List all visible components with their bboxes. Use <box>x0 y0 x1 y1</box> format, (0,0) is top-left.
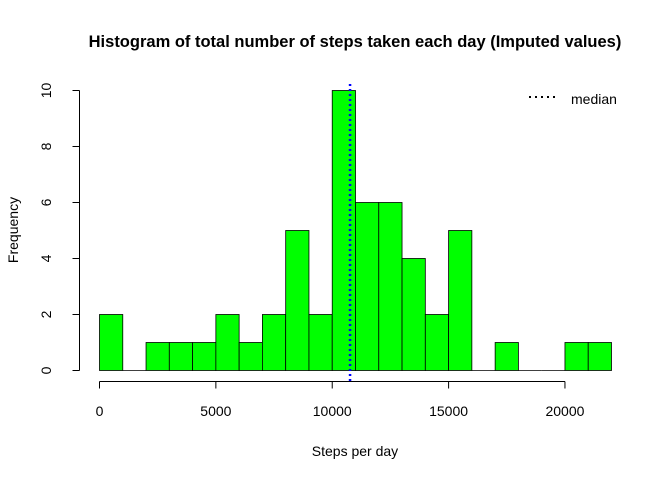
histogram-bar-4 <box>192 342 217 371</box>
histogram-bar-10 <box>331 90 356 371</box>
y-axis-label: Frequency <box>5 197 21 263</box>
x-tick-label-0: 0 <box>96 403 104 419</box>
histogram-bar-13 <box>401 258 426 371</box>
histogram-bar-8 <box>285 230 310 371</box>
x-axis: 0 5000 10000 15000 20000 <box>96 381 585 419</box>
histogram-bar-0 <box>99 314 124 371</box>
histogram-bar-12 <box>378 202 403 371</box>
histogram-bar-7 <box>262 314 287 371</box>
histogram-bar-3 <box>168 342 193 371</box>
histogram-bar-6 <box>238 342 263 371</box>
chart-title: Histogram of total number of steps taken… <box>89 33 622 51</box>
y-tick-label-4: 8 <box>38 142 54 150</box>
x-tick-label-3: 15000 <box>429 403 468 419</box>
histogram-bar-15 <box>448 230 473 371</box>
legend-median-label: median <box>571 91 617 107</box>
y-tick-label-0: 0 <box>38 366 54 374</box>
histogram-bar-20 <box>564 342 589 371</box>
histogram-bar-9 <box>308 314 333 371</box>
histogram-bar-5 <box>215 314 240 371</box>
histogram-bar-21 <box>587 342 612 371</box>
legend: median <box>529 91 617 107</box>
y-tick-label-5: 10 <box>38 83 54 99</box>
y-axis: 0 2 4 6 8 10 <box>38 83 80 374</box>
x-tick-label-4: 20000 <box>545 403 584 419</box>
histogram-bar-17 <box>494 342 519 371</box>
bars-layer <box>99 90 612 371</box>
x-axis-label: Steps per day <box>312 443 398 459</box>
y-tick-label-3: 6 <box>38 198 54 206</box>
histogram-bar-11 <box>355 202 380 371</box>
y-tick-label-1: 2 <box>38 310 54 318</box>
x-tick-label-1: 5000 <box>200 403 231 419</box>
histogram-bar-2 <box>145 342 170 371</box>
y-tick-label-2: 4 <box>38 254 54 262</box>
histogram-bar-14 <box>424 314 449 371</box>
x-tick-label-2: 10000 <box>313 403 352 419</box>
